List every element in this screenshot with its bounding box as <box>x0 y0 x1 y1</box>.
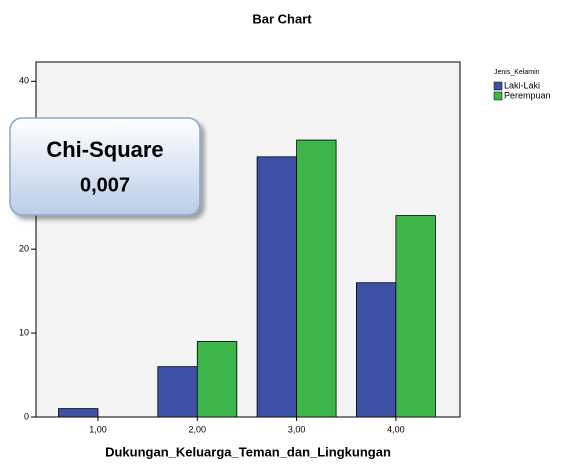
y-tick-label: 20 <box>19 244 29 254</box>
bar <box>256 156 298 418</box>
x-tick-label: 4,00 <box>387 424 405 434</box>
bar <box>58 408 99 418</box>
plot: 0102030401,002,003,004,00 <box>19 76 436 434</box>
bar <box>296 139 337 418</box>
callout-value: 0,007 <box>80 174 130 196</box>
bar <box>196 341 238 418</box>
y-tick-label: 0 <box>24 411 29 421</box>
x-axis-label: Dukungan_Keluarga_Teman_dan_Lingkungan <box>105 444 391 459</box>
bar <box>395 215 436 418</box>
chart-title: Bar Chart <box>252 11 312 26</box>
y-tick-label: 10 <box>19 327 29 337</box>
callout: Chi-Square 0,007 <box>9 117 201 216</box>
legend-label: Perempuan <box>504 90 551 100</box>
legend-swatch <box>493 81 503 91</box>
y-tick-label: 40 <box>19 76 29 86</box>
bar <box>355 282 397 418</box>
x-tick-label: 1,00 <box>89 424 107 434</box>
callout-box <box>9 117 201 216</box>
legend-swatch <box>493 91 503 101</box>
legend-label: Laki-Laki <box>504 80 540 90</box>
x-tick-label: 2,00 <box>189 424 207 434</box>
legend-title: Jenis_Kelamin <box>494 69 540 76</box>
bar <box>157 366 198 418</box>
callout-title: Chi-Square <box>46 137 163 162</box>
x-tick-label: 3,00 <box>288 424 306 434</box>
